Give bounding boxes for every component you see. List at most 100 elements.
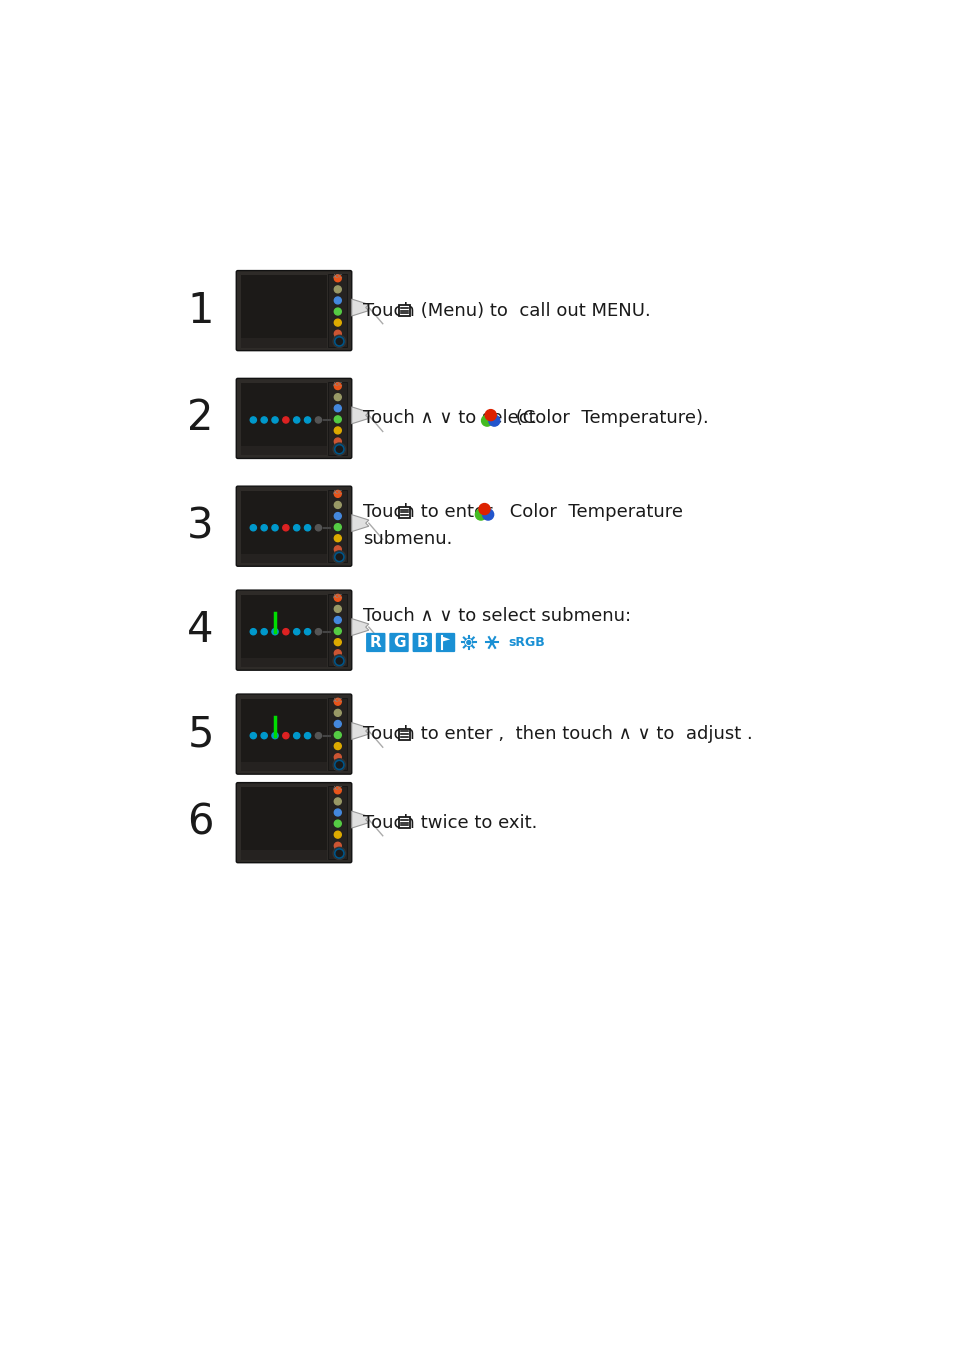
Text: 1: 1 bbox=[187, 290, 213, 332]
Text: 3: 3 bbox=[187, 505, 213, 547]
Bar bbox=[241, 339, 327, 347]
Bar bbox=[328, 787, 347, 859]
Circle shape bbox=[334, 275, 341, 282]
FancyBboxPatch shape bbox=[236, 270, 352, 351]
Circle shape bbox=[334, 427, 341, 433]
Circle shape bbox=[490, 641, 493, 644]
Bar bbox=[334, 760, 341, 763]
Circle shape bbox=[334, 394, 341, 401]
Text: (Color  Temperature).: (Color Temperature). bbox=[510, 409, 708, 428]
Circle shape bbox=[334, 405, 341, 412]
Circle shape bbox=[334, 842, 341, 849]
Circle shape bbox=[333, 848, 345, 860]
Circle shape bbox=[294, 629, 299, 634]
Bar bbox=[241, 383, 327, 446]
Circle shape bbox=[334, 545, 341, 552]
Bar bbox=[334, 448, 341, 451]
Bar bbox=[334, 560, 341, 562]
Circle shape bbox=[333, 551, 345, 563]
Circle shape bbox=[272, 525, 278, 531]
Circle shape bbox=[482, 509, 493, 520]
Bar bbox=[334, 848, 341, 850]
Circle shape bbox=[334, 628, 341, 634]
Circle shape bbox=[294, 417, 299, 423]
Circle shape bbox=[334, 297, 341, 304]
Circle shape bbox=[466, 640, 470, 644]
Circle shape bbox=[465, 640, 472, 645]
Polygon shape bbox=[441, 636, 450, 641]
Circle shape bbox=[272, 629, 278, 634]
Bar bbox=[241, 491, 327, 554]
Polygon shape bbox=[352, 514, 369, 532]
Text: sRGB: sRGB bbox=[508, 636, 544, 649]
Circle shape bbox=[304, 629, 311, 634]
Circle shape bbox=[334, 501, 341, 509]
Circle shape bbox=[261, 733, 267, 738]
FancyBboxPatch shape bbox=[412, 633, 432, 652]
Circle shape bbox=[282, 417, 289, 423]
Text: Touch ∧ ∨ to select submenu:: Touch ∧ ∨ to select submenu: bbox=[363, 608, 631, 625]
FancyBboxPatch shape bbox=[236, 590, 352, 670]
Bar bbox=[334, 336, 341, 339]
Bar bbox=[334, 344, 341, 347]
Bar bbox=[334, 444, 341, 447]
Circle shape bbox=[334, 331, 341, 338]
FancyBboxPatch shape bbox=[398, 508, 410, 518]
Text: 2: 2 bbox=[187, 397, 213, 439]
Circle shape bbox=[334, 649, 341, 656]
Bar bbox=[334, 664, 341, 666]
Circle shape bbox=[334, 809, 341, 815]
Text: AOC: AOC bbox=[333, 787, 343, 791]
Text: AOC: AOC bbox=[333, 274, 343, 279]
Circle shape bbox=[304, 733, 311, 738]
Bar bbox=[334, 656, 341, 659]
Bar bbox=[334, 764, 341, 765]
Polygon shape bbox=[352, 300, 369, 316]
Circle shape bbox=[334, 513, 341, 520]
Circle shape bbox=[334, 490, 341, 497]
Bar bbox=[241, 787, 327, 850]
Bar bbox=[241, 554, 327, 563]
Text: Touch: Touch bbox=[363, 814, 420, 832]
Circle shape bbox=[315, 525, 321, 531]
Circle shape bbox=[464, 639, 472, 647]
Bar bbox=[241, 595, 327, 657]
Bar bbox=[334, 452, 341, 454]
Circle shape bbox=[334, 753, 341, 760]
Circle shape bbox=[334, 319, 341, 327]
Circle shape bbox=[334, 308, 341, 315]
Circle shape bbox=[334, 819, 341, 828]
Text: AOC: AOC bbox=[333, 698, 343, 703]
Circle shape bbox=[334, 732, 341, 738]
Text: G: G bbox=[393, 634, 405, 649]
Bar bbox=[241, 657, 327, 667]
Circle shape bbox=[304, 525, 311, 531]
FancyBboxPatch shape bbox=[236, 694, 352, 774]
Text: 5: 5 bbox=[187, 713, 213, 755]
Circle shape bbox=[272, 733, 278, 738]
Circle shape bbox=[334, 639, 341, 645]
Circle shape bbox=[333, 655, 345, 667]
Circle shape bbox=[334, 617, 341, 624]
Circle shape bbox=[334, 798, 341, 805]
FancyBboxPatch shape bbox=[366, 633, 385, 652]
Bar bbox=[334, 852, 341, 855]
Bar bbox=[328, 274, 347, 347]
Bar bbox=[328, 594, 347, 667]
Circle shape bbox=[334, 594, 341, 601]
Bar bbox=[334, 856, 341, 859]
Bar bbox=[241, 761, 327, 771]
Circle shape bbox=[488, 414, 499, 427]
Text: Touch: Touch bbox=[363, 725, 420, 743]
Text: Color  Temperature: Color Temperature bbox=[504, 504, 682, 521]
Text: Touch: Touch bbox=[363, 301, 420, 320]
Circle shape bbox=[334, 286, 341, 293]
Text: Touch ∧ ∨ to select: Touch ∧ ∨ to select bbox=[363, 409, 541, 428]
Circle shape bbox=[250, 629, 256, 634]
Text: Touch: Touch bbox=[363, 504, 420, 521]
Circle shape bbox=[315, 733, 321, 738]
FancyBboxPatch shape bbox=[398, 817, 410, 828]
Circle shape bbox=[261, 525, 267, 531]
Circle shape bbox=[333, 443, 345, 455]
Circle shape bbox=[282, 525, 289, 531]
